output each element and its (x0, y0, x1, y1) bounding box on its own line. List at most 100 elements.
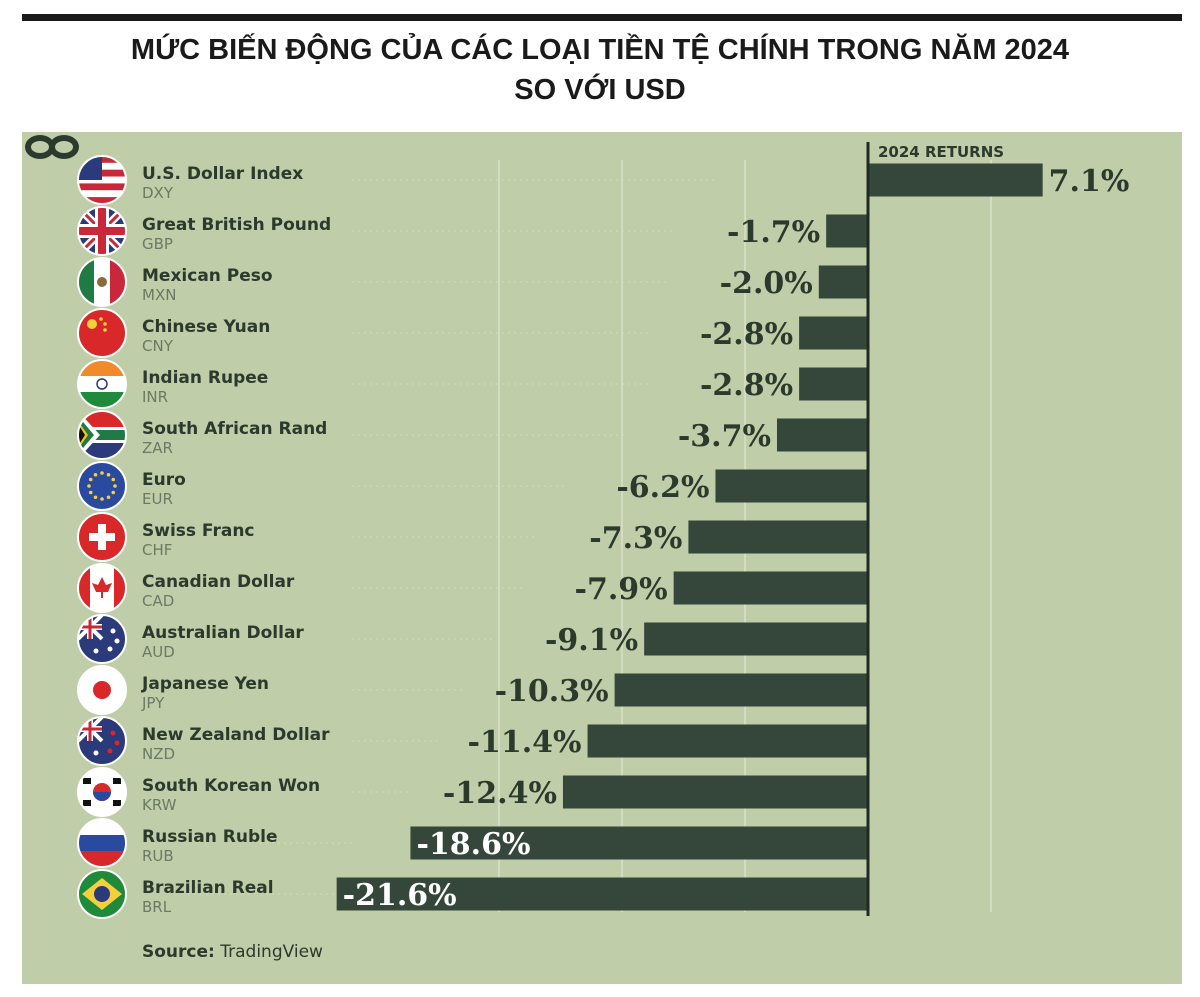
bar (715, 469, 868, 503)
russia-flag-icon (77, 818, 127, 868)
data-label: -2.0% (720, 266, 813, 301)
us-flag-icon (77, 155, 127, 205)
category-code: MXN (142, 286, 176, 304)
bar (410, 826, 868, 860)
bar (562, 775, 868, 809)
category-label: New Zealand Dollar (142, 725, 330, 745)
bar (614, 673, 868, 707)
category-code: EUR (142, 490, 173, 508)
title-line-2: SO VỚI USD (514, 74, 686, 106)
category-label: Russian Ruble (142, 827, 277, 847)
category-code: JPY (141, 694, 165, 712)
bar (826, 214, 868, 248)
title-line-1: MỨC BIẾN ĐỘNG CỦA CÁC LOẠI TIỀN TỆ CHÍNH… (130, 34, 1070, 66)
japan-flag-icon (77, 665, 127, 715)
category-label: Canadian Dollar (142, 572, 295, 592)
category-code: AUD (142, 643, 175, 661)
data-label: -9.1% (545, 623, 638, 658)
data-label: -12.4% (443, 776, 557, 811)
data-label: -10.3% (495, 674, 609, 709)
category-code: RUB (142, 847, 174, 865)
data-label: 7.1% (1049, 164, 1130, 199)
category-label: Euro (142, 470, 186, 490)
category-label: Australian Dollar (142, 623, 304, 643)
bar (336, 877, 868, 911)
bar (673, 571, 868, 605)
bar (799, 316, 868, 350)
category-label: Chinese Yuan (142, 317, 270, 337)
category-label: U.S. Dollar Index (142, 164, 303, 184)
category-label: Swiss Franc (142, 521, 255, 541)
data-label: -6.2% (616, 470, 709, 505)
category-code: NZD (142, 745, 175, 763)
australia-flag-icon (77, 614, 127, 664)
uk-flag-icon (77, 206, 127, 256)
column-header: 2024 RETURNS (878, 143, 1004, 161)
category-label: Japanese Yen (141, 674, 269, 694)
bar (644, 622, 868, 656)
data-label: -7.3% (589, 521, 682, 556)
source-value: TradingView (220, 942, 323, 962)
chart-panel: 2024 RETURNS U.S. Dollar Index DXY 7.1% Grea… (22, 132, 1182, 984)
bar (818, 265, 868, 299)
canada-flag-icon (77, 563, 127, 613)
data-label: -18.6% (416, 827, 530, 862)
switzerland-flag-icon (77, 512, 127, 562)
brazil-flag-icon (77, 869, 127, 919)
data-label: -21.6% (343, 878, 457, 913)
category-code: KRW (142, 796, 177, 814)
category-code: INR (142, 388, 168, 406)
visual-capitalist-logo-icon (25, 135, 79, 159)
bar (799, 367, 868, 401)
category-label: South Korean Won (142, 776, 320, 796)
category-code: CHF (142, 541, 172, 559)
category-label: South African Rand (142, 419, 327, 439)
category-code: GBP (142, 235, 173, 253)
data-label: -2.8% (700, 368, 793, 403)
category-code: CAD (142, 592, 174, 610)
category-code: CNY (142, 337, 174, 355)
bar (776, 418, 868, 452)
china-flag-icon (77, 308, 127, 358)
source-note: Source: TradingView (142, 942, 323, 962)
category-label: Indian Rupee (142, 368, 268, 388)
south-korea-flag-icon (77, 767, 127, 817)
source-label: Source: (142, 942, 215, 962)
eu-flag-icon (77, 461, 127, 511)
south-africa-flag-icon (77, 410, 127, 460)
new-zealand-flag-icon (77, 716, 127, 766)
bar (868, 163, 1043, 197)
bar (688, 520, 868, 554)
mexico-flag-icon (77, 257, 127, 307)
category-label: Great British Pound (142, 215, 331, 235)
data-label: -3.7% (678, 419, 771, 454)
top-rule (22, 14, 1182, 21)
category-code: DXY (142, 184, 174, 202)
bar (587, 724, 868, 758)
india-flag-icon (77, 359, 127, 409)
category-code: BRL (142, 898, 172, 916)
category-label: Mexican Peso (142, 266, 273, 286)
data-label: -7.9% (575, 572, 668, 607)
category-label: Brazilian Real (142, 878, 274, 898)
category-code: ZAR (142, 439, 173, 457)
data-label: -2.8% (700, 317, 793, 352)
data-label: -1.7% (727, 215, 820, 250)
data-label: -11.4% (468, 725, 582, 760)
